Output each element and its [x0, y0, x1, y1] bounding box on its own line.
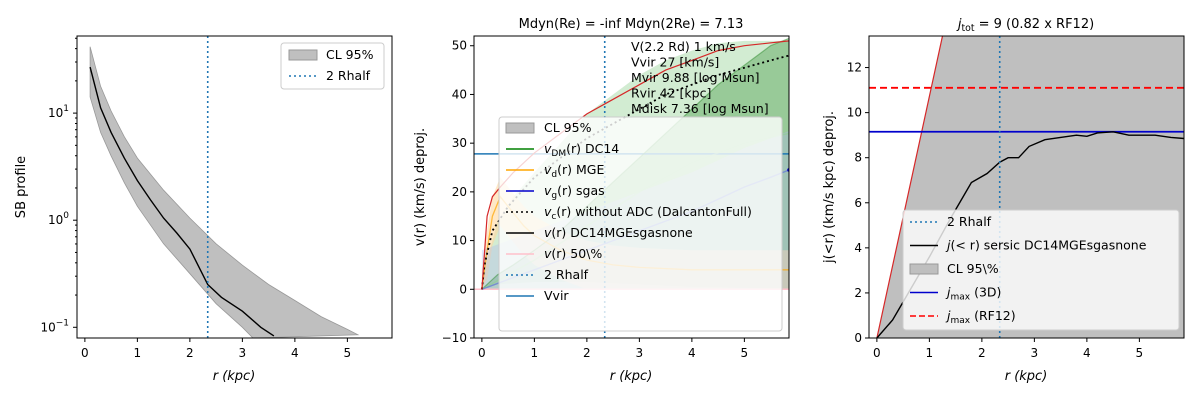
panel1-xtick-label: 0 [81, 346, 89, 360]
panel2-legend-label: CL 95% [544, 120, 592, 135]
panel2-legend-label: v(r) DC14MGEsgasnone [544, 225, 693, 240]
panel1-xtick-label: 1 [134, 346, 142, 360]
panel-velocity: 0 1 2 3 4 5 −10 0 10 20 30 40 50 Mdyn(Re) = -inf Mdy… [413, 17, 790, 384]
panel3-ytick-label: 2 [854, 286, 862, 300]
panel3-legend-label: j(< r) sersic DC14MGEsgasnone [945, 238, 1147, 253]
panel3-title: jtot = 9 (0.82 x RF12) [956, 17, 1094, 34]
panel1-xtick-label: 4 [291, 346, 299, 360]
panel2-annotation-line: Mdisk 7.36 [log Msun] [631, 101, 769, 116]
legend-cl95-label: CL 95% [326, 47, 374, 62]
panel3-ytick-label: 12 [847, 61, 862, 75]
panel1-ytick-label: 10−1 [40, 318, 69, 334]
panel2-legend-swatch [505, 122, 535, 134]
panel2-frame [473, 35, 790, 339]
panel2-xtick-label: 1 [531, 346, 539, 360]
panel2-legend-label: v(r) 50\% [544, 246, 602, 261]
panel3-ytick-label: 0 [854, 331, 862, 345]
panel2-xtick-label: 4 [688, 346, 696, 360]
panel-sb-profile: 0 1 2 3 4 5 10−1 100 101 r (kpc) SB profile CL 9… [14, 35, 393, 384]
panel3-xtick-label: 1 [926, 346, 934, 360]
v-total-red-line [481, 40, 789, 290]
panel2-annotation-line: V(2.2 Rd) 1 km/s [631, 39, 736, 54]
panel2-legend-label: vg(r) sgas [544, 183, 605, 201]
panel1-xtick-label: 3 [239, 346, 247, 360]
panel2-title: Mdyn(Re) = -inf Mdyn(2Re) = 7.13 [519, 17, 744, 32]
panel3-ytick-label: 6 [854, 196, 862, 210]
panel3-xtick-label: 5 [1136, 346, 1144, 360]
panel1-ylabel: SB profile [14, 156, 29, 218]
panel2-xtick-label: 0 [478, 346, 486, 360]
panel2-legend-label: 2 Rhalf [544, 267, 589, 282]
panel2-ytick-label: 10 [452, 234, 467, 248]
panel3-legend-label: jmax (RF12) [945, 308, 1016, 326]
panel3-legend: 2 Rhalf j(< r) sersic DC14MGEsgasnone CL 9… [902, 209, 1180, 331]
panel2-annotation-line: Vvir 27 [km/s] [631, 55, 719, 70]
panel2-xtick-label: 3 [636, 346, 644, 360]
panel3-legend-label: CL 95\% [947, 261, 999, 276]
panel3-xtick-label: 0 [873, 346, 881, 360]
panel3-ytick-label: 10 [847, 106, 862, 120]
panel3-xlabel: r (kpc) [1005, 369, 1048, 384]
panel2-legend-label: vd(r) MGE [544, 162, 604, 180]
panel1-legend: CL 95% 2 Rhalf [280, 42, 385, 90]
panel2-ytick-label: 0 [459, 282, 467, 296]
panel3-legend-label: jmax (3D) [945, 285, 1001, 303]
panel2-legend: CL 95% vDM(r) DC14 vd(r) MGE vg(r) sgas vc(r… [498, 116, 783, 332]
panel2-legend-label: vc(r) without ADC (DalcantonFull) [544, 204, 752, 222]
panel1-ytick-label: 100 [48, 211, 69, 227]
panel2-ylabel: v(r) (km/s) deproj. [413, 128, 428, 246]
panel3-legend-swatch [909, 263, 939, 275]
panel2-xlabel: r (kpc) [610, 369, 653, 384]
panel2-annotation-line: Mvir 9.88 [log Msun] [631, 70, 760, 85]
panel1-xtick-label: 5 [344, 346, 352, 360]
panel1-ytick-label: 101 [48, 104, 69, 120]
panel2-ytick-label: −10 [442, 331, 467, 345]
panel2-ytick-label: 30 [452, 136, 467, 150]
panel3-xtick-label: 2 [978, 346, 986, 360]
panel3-ytick-label: 8 [854, 151, 862, 165]
panel2-annotation-line: Rvir 42 [kpc] [631, 86, 711, 101]
j-cl-upper-line [876, 36, 944, 338]
legend-2rhalf-label: 2 Rhalf [326, 68, 371, 83]
panel3-legend-box [902, 209, 1180, 331]
panel3-ylabel: j(<r) (km/s kpc) deproj. [822, 111, 837, 264]
panel2-ytick-label: 50 [452, 39, 467, 53]
panel3-xtick-label: 3 [1031, 346, 1039, 360]
sb-cl95-band [89, 46, 360, 339]
panel1-frame [76, 35, 393, 339]
sb-median-line [89, 66, 275, 337]
legend-cl95-swatch [288, 49, 318, 61]
panel3-ytick-label: 4 [854, 241, 862, 255]
panel1-xtick-label: 2 [186, 346, 194, 360]
panel2-xtick-label: 5 [741, 346, 749, 360]
panel2-legend-label: Vvir [544, 288, 569, 303]
panel2-ytick-label: 20 [452, 185, 467, 199]
panel3-frame [868, 35, 1185, 339]
panel3-xtick-label: 4 [1083, 346, 1091, 360]
panel3-legend-label: 2 Rhalf [947, 214, 992, 229]
panel2-ytick-label: 40 [452, 87, 467, 101]
panel2-legend-label: vDM(r) DC14 [544, 141, 619, 159]
panel2-xtick-label: 2 [583, 346, 591, 360]
panel1-xlabel: r (kpc) [213, 369, 256, 384]
panel2-legend-box [498, 116, 783, 332]
